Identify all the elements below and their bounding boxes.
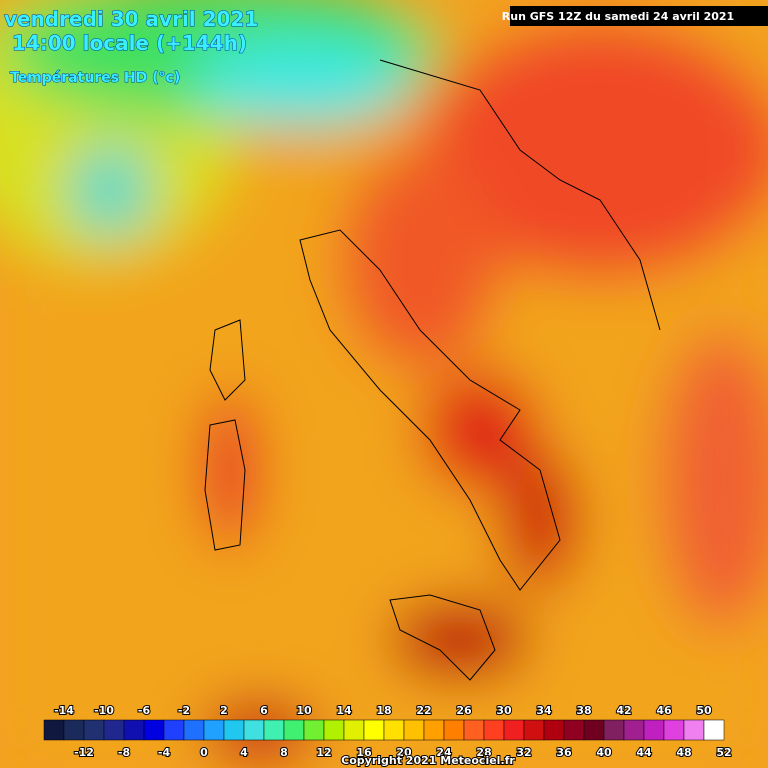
legend-swatch [183, 719, 205, 741]
legend-label: 52 [716, 746, 731, 759]
legend-swatch [63, 719, 85, 741]
legend-swatch [163, 719, 185, 741]
legend-swatch [543, 719, 565, 741]
time-title: 14:00 locale (+144h) [12, 31, 247, 55]
legend-label: -2 [178, 704, 190, 717]
legend-swatch [223, 719, 245, 741]
legend-swatch [263, 719, 285, 741]
legend-label: 4 [240, 746, 248, 759]
legend-swatch [483, 719, 505, 741]
legend-swatch [323, 719, 345, 741]
legend-swatch [503, 719, 525, 741]
legend-swatch [563, 719, 585, 741]
legend-swatch [683, 719, 705, 741]
legend-label: 48 [676, 746, 691, 759]
legend-swatch [343, 719, 365, 741]
legend-swatch [143, 719, 165, 741]
legend-label: 46 [656, 704, 672, 717]
legend-swatch [703, 719, 725, 741]
legend-swatch [103, 719, 125, 741]
legend-label: 16 [356, 746, 372, 759]
legend-swatch [623, 719, 645, 741]
legend-label: 2 [220, 704, 228, 717]
legend-label: 0 [200, 746, 208, 759]
legend-swatch [243, 719, 265, 741]
legend-label: 12 [316, 746, 331, 759]
run-box [510, 6, 768, 26]
run-label: Run GFS 12Z du samedi 24 avril 2021 [502, 10, 734, 23]
legend: -14 -10 -6 -2 2 6 10 14 18 22 26 30 34 38 42 46 50-12 -8-… [43, 703, 733, 760]
legend-label: 22 [416, 704, 431, 717]
legend-swatch [583, 719, 605, 741]
parameter-label: Températures HD (°c) [10, 70, 180, 86]
coastlines [204, 59, 661, 681]
legend-swatch [643, 719, 665, 741]
legend-label: 8 [280, 746, 288, 759]
legend-label: 42 [616, 704, 631, 717]
legend-label: -10 [94, 704, 114, 717]
copyright: Copyright 2021 Meteociel.fr [341, 754, 515, 767]
legend-label: 24 [436, 746, 452, 759]
legend-label: 26 [456, 704, 472, 717]
legend-swatch [303, 719, 325, 741]
legend-swatch [663, 719, 685, 741]
legend-label: 44 [636, 746, 652, 759]
legend-label: 50 [696, 704, 712, 717]
legend-label: 38 [576, 704, 591, 717]
legend-swatch [83, 719, 105, 741]
legend-label: 20 [396, 746, 412, 759]
legend-label: -8 [118, 746, 130, 759]
legend-swatch [603, 719, 625, 741]
legend-swatch [403, 719, 425, 741]
legend-swatch [423, 719, 445, 741]
legend-swatch [523, 719, 545, 741]
legend-label: -4 [158, 746, 171, 759]
legend-swatch [383, 719, 405, 741]
legend-swatch [363, 719, 385, 741]
legend-label: 40 [596, 746, 612, 759]
legend-label: 32 [516, 746, 531, 759]
legend-label: 30 [496, 704, 512, 717]
legend-swatch [203, 719, 225, 741]
legend-label: -6 [138, 704, 151, 717]
legend-label: 34 [536, 704, 552, 717]
legend-swatch [43, 719, 65, 741]
legend-label: 18 [376, 704, 391, 717]
date-title: vendredi 30 avril 2021 [4, 7, 258, 31]
legend-swatch [443, 719, 465, 741]
legend-label: 10 [296, 704, 312, 717]
legend-label: 6 [260, 704, 268, 717]
legend-label: 36 [556, 746, 572, 759]
legend-label: 28 [476, 746, 491, 759]
legend-swatch [283, 719, 305, 741]
legend-swatch [123, 719, 145, 741]
legend-label: 14 [336, 704, 352, 717]
legend-label: -12 [74, 746, 94, 759]
legend-label: -14 [54, 704, 74, 717]
legend-swatch [463, 719, 485, 741]
